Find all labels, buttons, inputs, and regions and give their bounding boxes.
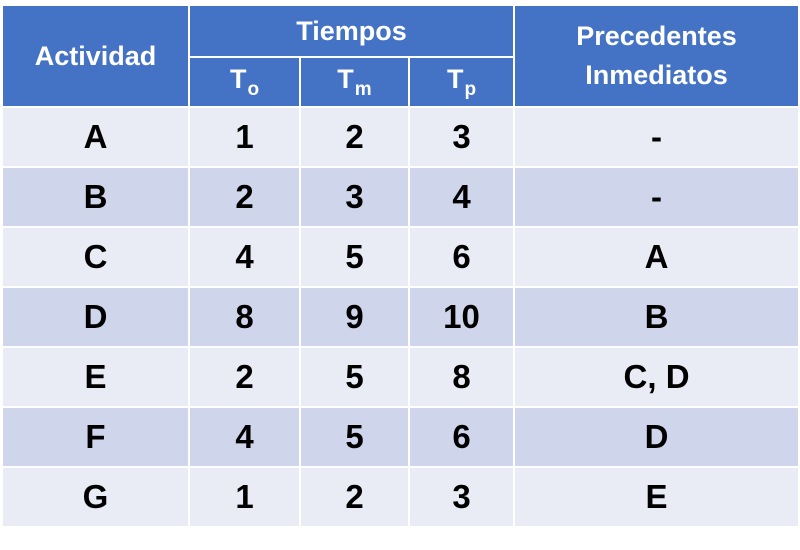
- cell-optimistic: 1: [188, 106, 301, 168]
- header-row-sub: To Tm Tp: [2, 56, 799, 108]
- cell-optimistic: 4: [188, 406, 301, 468]
- cell-activity: C: [1, 226, 190, 288]
- cell-most-likely: 2: [299, 466, 410, 528]
- cell-optimistic: 1: [188, 466, 301, 528]
- cell-pessimistic: 3: [407, 466, 516, 528]
- pert-activity-table: Actividad Tiempos Precedentes Inmediatos…: [1, 4, 800, 528]
- cell-pessimistic: 6: [407, 406, 516, 468]
- cell-most-likely: 5: [299, 226, 410, 288]
- cell-optimistic: 8: [188, 286, 301, 348]
- cell-predecessors: B: [513, 286, 800, 348]
- cell-activity: D: [1, 286, 190, 348]
- cell-most-likely: 5: [299, 346, 410, 408]
- table-row-b: B 2 3 4 -: [1, 166, 800, 228]
- cell-pessimistic: 6: [407, 226, 516, 288]
- table-row-e: E 2 5 8 C, D: [1, 346, 800, 408]
- cell-predecessors: E: [513, 466, 800, 528]
- table-row-d: D 8 9 10 B: [1, 286, 800, 348]
- cell-most-likely: 5: [299, 406, 410, 468]
- cell-optimistic: 2: [188, 346, 301, 408]
- cell-optimistic: 4: [188, 226, 301, 288]
- cell-activity: G: [1, 466, 190, 528]
- header-predecessors-line2: Inmediatos: [585, 60, 728, 90]
- table-row-a: A 1 2 3 -: [1, 106, 800, 168]
- cell-predecessors: -: [513, 166, 800, 228]
- cell-activity: E: [1, 346, 190, 408]
- header-activity: Actividad: [1, 4, 190, 108]
- header-predecessors-line1: Precedentes: [576, 20, 737, 51]
- cell-pessimistic: 8: [407, 346, 516, 408]
- header-predecessors: Precedentes Inmediatos: [513, 4, 800, 108]
- table-row-c: C 4 5 6 A: [1, 226, 800, 288]
- header-optimistic-time: To: [188, 56, 301, 108]
- cell-predecessors: A: [513, 226, 800, 288]
- cell-activity: A: [1, 106, 190, 168]
- cell-predecessors: C, D: [513, 346, 800, 408]
- cell-most-likely: 2: [299, 106, 410, 168]
- cell-optimistic: 2: [188, 166, 301, 228]
- cell-pessimistic: 4: [407, 166, 516, 228]
- cell-most-likely: 9: [299, 286, 410, 348]
- cell-activity: B: [1, 166, 190, 228]
- header-row-top: Actividad Tiempos Precedentes Inmediatos: [1, 4, 800, 108]
- cell-most-likely: 3: [299, 166, 410, 228]
- cell-predecessors: -: [513, 106, 800, 168]
- header-predecessors-label: Precedentes Inmediatos: [576, 17, 737, 95]
- header-times: Tiempos: [187, 4, 516, 58]
- cell-pessimistic: 3: [407, 106, 516, 168]
- table-row-f: F 4 5 6 D: [1, 406, 800, 468]
- cell-pessimistic: 10: [407, 286, 516, 348]
- header-pessimistic-time: Tp: [407, 56, 516, 108]
- cell-predecessors: D: [513, 406, 800, 468]
- cell-activity: F: [1, 406, 190, 468]
- table-row-g: G 1 2 3 E: [1, 466, 800, 528]
- header-most-likely-time: Tm: [299, 56, 410, 108]
